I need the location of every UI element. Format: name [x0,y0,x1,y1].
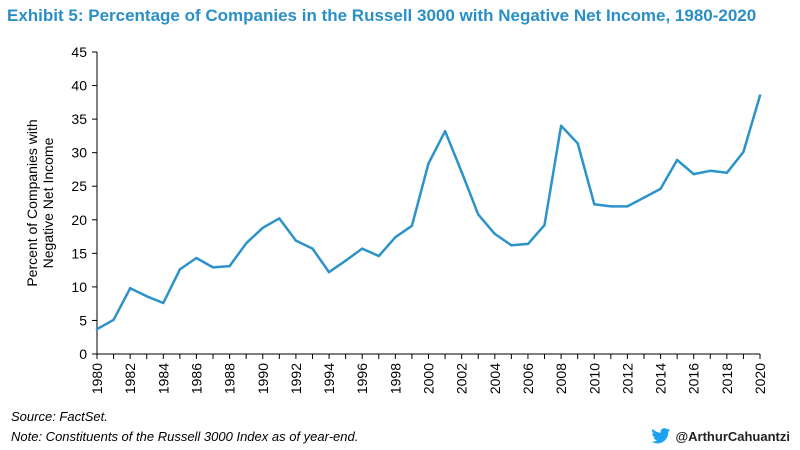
x-tick-label: 1980 [89,363,105,394]
y-axis-label: Percent of Companies with Negative Net In… [24,119,56,286]
data-point [95,327,99,331]
y-tick-label: 25 [71,178,87,194]
data-point [626,205,629,208]
data-point [675,158,679,162]
data-point [394,236,397,239]
x-tick-label: 2002 [454,363,470,394]
data-point [311,247,314,250]
y-axis-label-line: Percent of Companies with [24,119,40,286]
chart-title: Exhibit 5: Percentage of Companies in th… [7,6,757,25]
y-tick-label: 10 [71,279,87,295]
data-point [725,171,729,174]
data-point [510,244,513,247]
data-point [443,129,447,133]
x-tick-label: 2016 [686,363,702,394]
footnote: Note: Constituents of the Russell 3000 I… [11,429,359,444]
data-point [493,232,496,236]
data-point [162,301,165,305]
data-point [543,223,546,227]
data-point [559,124,563,128]
data-point [642,196,646,199]
x-tick-label: 1994 [321,363,337,394]
x-tick-label: 2018 [719,363,735,394]
data-point [410,224,414,228]
twitter-handle[interactable]: @ArthurCahuantzi [651,428,790,444]
data-point [361,247,364,250]
series-line-group [95,94,762,331]
data-point [593,203,596,206]
data-point [278,217,281,220]
data-point [228,264,231,268]
x-tick-label: 2020 [752,363,768,394]
x-tick-label: 2000 [421,363,437,394]
data-point [460,170,463,174]
twitter-handle-text: @ArthurCahuantzi [675,428,790,444]
data-point [112,318,115,321]
data-point [692,172,695,176]
data-point [526,242,530,246]
data-point [244,242,248,245]
x-tick-label: 2010 [586,363,602,394]
data-point [294,239,298,242]
x-tick-label: 1998 [387,363,403,394]
x-tick-label: 1984 [155,363,171,394]
x-tick-label: 1996 [354,363,370,394]
y-tick-label: 15 [71,245,87,261]
y-axis: 0 5 10 15 20 25 30 35 40 45 [71,44,98,362]
y-tick-label: 40 [71,78,87,94]
data-point [377,254,380,258]
data-point [145,295,148,298]
x-tick-label: 2012 [619,363,635,394]
y-tick-label: 30 [71,145,87,161]
y-tick-label: 45 [71,44,87,60]
x-tick-label: 2004 [487,363,503,394]
data-point [576,142,579,145]
y-tick-label: 0 [79,346,87,362]
data-point [742,150,745,154]
x-tick-label: 2006 [520,363,536,394]
data-point [427,162,430,165]
y-axis-label-line: Negative Net Income [40,137,56,268]
data-point [327,270,331,274]
series-line [95,94,762,331]
data-point [344,259,347,262]
data-point [609,205,613,208]
x-tick-label: 1990 [255,363,271,394]
data-point [477,213,480,216]
x-tick-label: 1988 [222,363,238,394]
y-tick-label: 35 [71,111,87,127]
data-point [659,187,662,191]
data-point [195,256,198,260]
x-tick-label: 2014 [653,363,669,394]
data-point [128,287,132,290]
data-point [178,268,182,271]
data-point [261,226,264,230]
data-point [709,169,712,172]
twitter-bird-icon [651,428,671,444]
y-tick-label: 20 [71,212,87,228]
source-note: Source: FactSet. [11,409,108,424]
data-point [211,266,215,269]
y-tick-label: 5 [79,312,87,328]
x-tick-label: 1992 [288,363,304,394]
data-point [758,94,762,97]
x-tick-label: 2008 [553,363,569,394]
x-tick-label: 1986 [188,363,204,394]
x-axis: 1980 1982 1984 1986 1988 1990 1992 1994 1996 1998… [89,353,768,394]
x-tick-label: 1982 [122,363,138,394]
